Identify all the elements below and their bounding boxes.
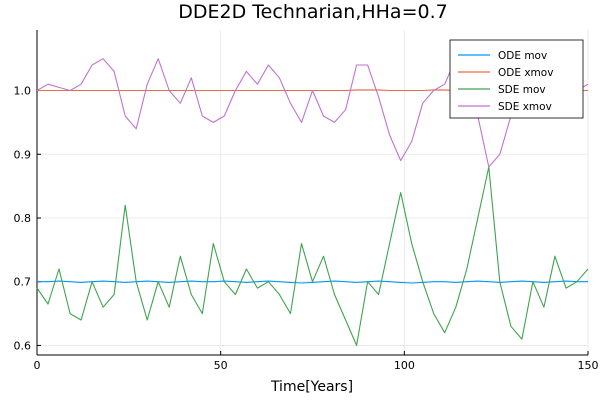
series-line-ode-mov <box>37 280 588 284</box>
y-tick-label: 1.0 <box>14 85 32 98</box>
series-lines <box>36 45 589 346</box>
legend-entry: ODE mov <box>498 50 547 62</box>
legend-entry: ODE xmov <box>498 67 553 79</box>
legend-entry: SDE xmov <box>498 101 552 113</box>
x-axis-label: Time[Years] <box>270 379 353 395</box>
chart-title: DDE2D Technarian,HHa=0.7 <box>178 1 447 23</box>
y-tick-label: 0.8 <box>14 212 32 225</box>
tick-labels: 0 50 100 150 0.6 0.7 0.8 0.9 1.0 <box>14 85 599 372</box>
y-tick-label: 0.6 <box>14 339 32 352</box>
series-line-sde-mov <box>36 166 589 346</box>
series-line-sde-xmov <box>36 45 589 168</box>
x-tick-label: 50 <box>214 359 228 372</box>
legend: ODE mov ODE xmov SDE mov SDE xmov <box>449 39 584 119</box>
x-tick-label: 100 <box>394 359 415 372</box>
legend-entry: SDE mov <box>498 84 546 96</box>
x-tick-label: 0 <box>34 359 41 372</box>
x-tick-label: 150 <box>578 359 599 372</box>
legend-box <box>449 39 584 119</box>
y-tick-label: 0.9 <box>14 148 32 161</box>
y-tick-label: 0.7 <box>14 276 32 289</box>
